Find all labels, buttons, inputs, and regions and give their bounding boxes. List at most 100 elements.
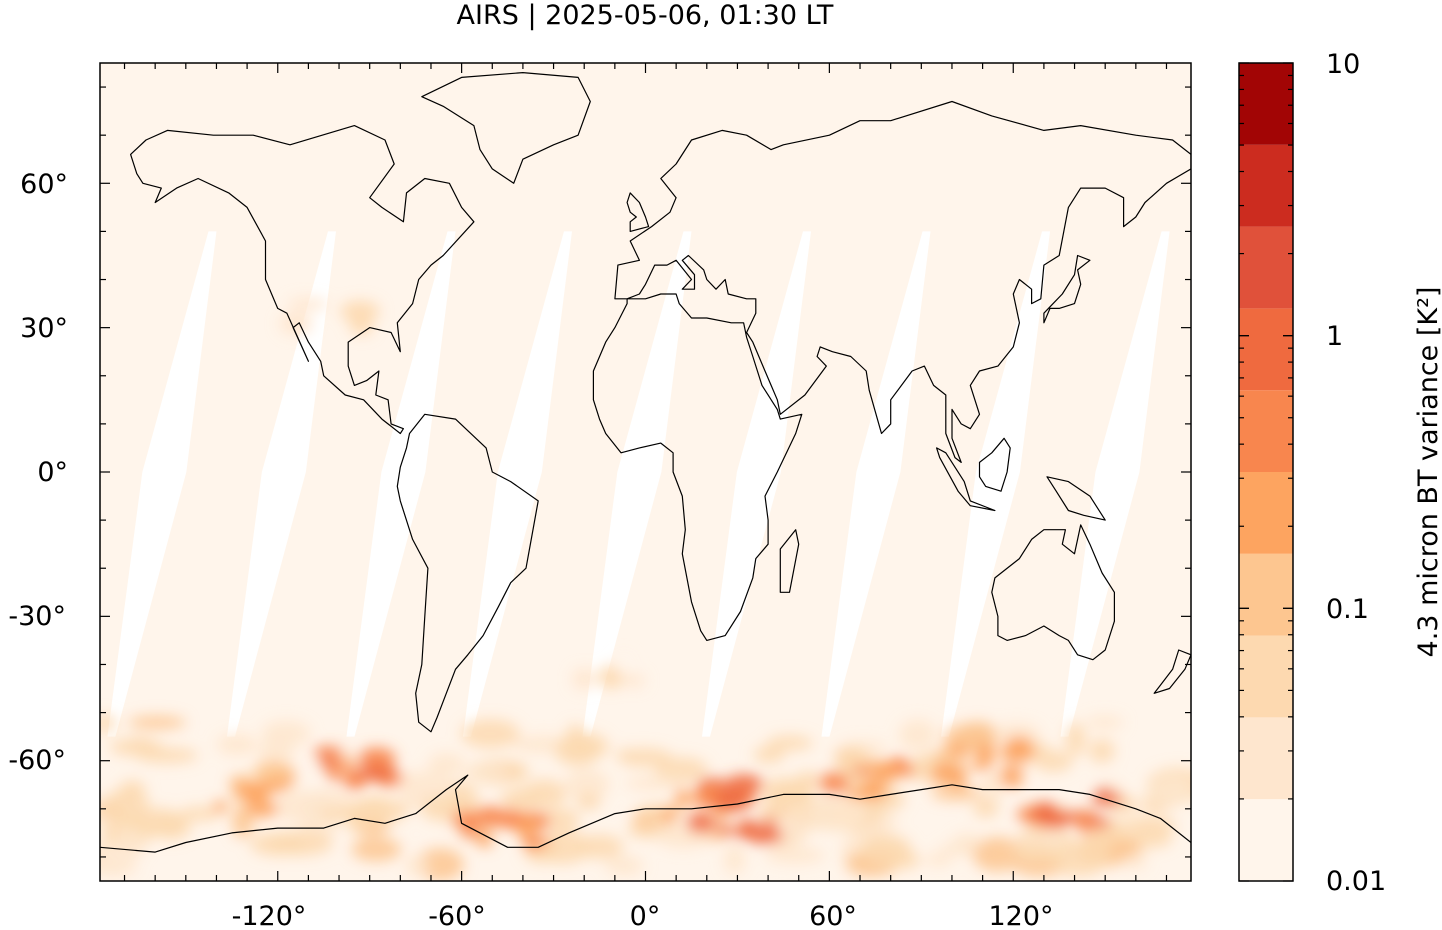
variance-cell [358,747,396,771]
variance-cell [404,856,430,876]
swath-gap [582,231,692,737]
variance-cell [342,759,355,771]
variance-cell [542,808,580,831]
colorbar-tick-label: 10 [1326,49,1360,80]
coastline-australia [991,524,1116,661]
variance-cell [806,795,868,832]
variance-cell [931,785,982,801]
colorbar-ticks [1239,62,1293,882]
coastline-japan [1043,254,1091,324]
variance-cell [753,745,785,764]
variance-cell [736,819,759,837]
variance-cell [688,822,716,833]
coastline-new-zealand [1153,649,1191,694]
coastline-north-america [130,124,475,435]
swath-gap [821,231,931,737]
colorbar-segments [1239,63,1293,881]
swath-gap [462,231,572,737]
variance-cell [1051,840,1108,877]
coastline-madagascar [779,529,800,593]
variance-cell [212,800,229,813]
colorbar-segment [1239,472,1293,554]
colorbar-tick-label: 0.01 [1326,866,1386,897]
colorbar-frame [1238,62,1294,882]
coastline-borneo [978,437,1011,492]
variance-cell [711,789,751,812]
map-ticks [100,63,1191,881]
variance-cell [852,765,872,776]
y-tick-label: -30° [8,601,66,632]
variance-cell [796,771,819,791]
y-tick-label: 30° [20,313,68,344]
variance-cell [460,719,520,749]
variance-cell [871,761,902,781]
swath-gap [941,231,1051,737]
variance-cell [351,837,402,862]
variance-cell [269,830,334,856]
variance-cell [460,827,481,838]
variance-cell [109,738,163,757]
colorbar-label: 4.3 micron BT variance [K²] [1413,287,1442,658]
variance-cell [605,855,644,876]
variance-cell [952,766,966,789]
variance-cell [967,762,994,771]
variance-cell [416,848,464,881]
colorbar-segment [1239,308,1293,391]
coastline-eurasia-africa [592,100,1191,642]
variance-cell [675,787,689,809]
colorbar-tick-label: 1 [1326,321,1343,352]
variance-cell [763,817,777,840]
colorbar-segment [1239,717,1293,800]
variance-cell [1000,743,1036,763]
variance-cell [231,804,254,839]
x-tick-label: 120° [988,901,1053,930]
variance-cell [654,757,708,783]
southern-band [100,298,1191,881]
variance-cell [127,715,187,729]
variance-cell [625,776,686,790]
variance-cell [1110,839,1143,857]
variance-cell [1012,843,1057,861]
variance-cell [924,853,953,867]
swath-gap [107,231,217,737]
colorbar-segment [1239,144,1293,227]
variance-cell [115,829,147,858]
variance-field [100,298,1191,881]
variance-cell [288,298,329,311]
colorbar-segment [1239,390,1293,472]
coastline-antarctica [100,774,1191,853]
variance-cell [724,774,764,795]
variance-cell [258,738,294,766]
coastline-sumatra-java [935,447,996,512]
variance-cell [100,854,137,877]
variance-cell [974,744,996,764]
x-tick-labels: -120° -60° 0° 60° 120° [232,901,1054,930]
x-tick-label: 0° [630,901,661,930]
variance-cell [981,771,1005,799]
coastline-south-america [396,413,539,733]
variance-cell [451,810,483,829]
plot-title: AIRS | 2025-05-06, 01:30 LT [457,0,834,31]
x-tick-label: -60° [428,901,486,930]
variance-cell [101,789,150,822]
y-tick-label: 0° [37,457,68,488]
y-tick-label: -60° [8,745,66,776]
variance-cell [1075,810,1094,834]
variance-cell [279,312,313,335]
swath-gap [346,231,456,737]
swath-gaps [107,231,1170,737]
x-tick-label: -120° [232,901,307,930]
variance-cell [623,674,645,688]
variance-cell [476,831,493,848]
variance-cell [972,836,1023,872]
variance-cell [537,830,590,865]
variance-cell [347,798,409,824]
x-tick-label: 60° [809,901,857,930]
colorbar-segment [1239,226,1293,309]
variance-cell [576,793,601,810]
variance-cell [462,764,511,780]
y-tick-label: 60° [20,169,68,200]
variance-cell [953,833,984,851]
colorbar-segment [1239,799,1293,881]
